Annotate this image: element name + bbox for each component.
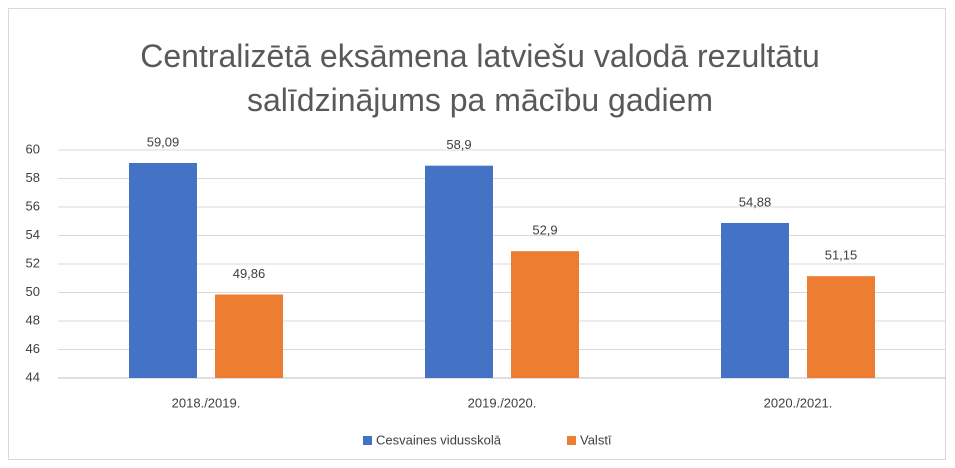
legend-swatch <box>363 436 372 445</box>
legend-swatch <box>567 436 576 445</box>
y-tick-label: 46 <box>26 341 40 356</box>
bar <box>511 251 579 378</box>
data-label: 51,15 <box>825 248 858 263</box>
legend-label: Cesvaines vidusskolā <box>376 432 502 447</box>
x-tick-label: 2019./2020. <box>468 395 537 410</box>
y-tick-label: 56 <box>26 198 40 213</box>
legend-label: Valstī <box>580 432 612 447</box>
chart-title: Centralizētā eksāmena latviešu valodā re… <box>140 38 820 118</box>
y-tick-label: 44 <box>26 369 40 384</box>
bar <box>215 294 283 378</box>
x-tick-label: 2018./2019. <box>172 395 241 410</box>
data-label: 58,9 <box>446 137 471 152</box>
data-label: 54,88 <box>739 194 772 209</box>
data-label: 59,09 <box>147 134 180 149</box>
y-tick-label: 54 <box>26 227 40 242</box>
y-tick-label: 52 <box>26 255 40 270</box>
bar <box>129 162 197 378</box>
bar <box>807 276 875 378</box>
y-tick-label: 60 <box>26 141 40 156</box>
data-label: 52,9 <box>532 223 557 238</box>
bar <box>721 222 789 378</box>
y-tick-label: 58 <box>26 170 40 185</box>
y-tick-label: 50 <box>26 284 40 299</box>
bar <box>425 165 493 378</box>
y-tick-label: 48 <box>26 312 40 327</box>
data-label: 49,86 <box>233 266 266 281</box>
x-tick-label: 2020./2021. <box>764 395 833 410</box>
chart-border <box>8 8 946 460</box>
